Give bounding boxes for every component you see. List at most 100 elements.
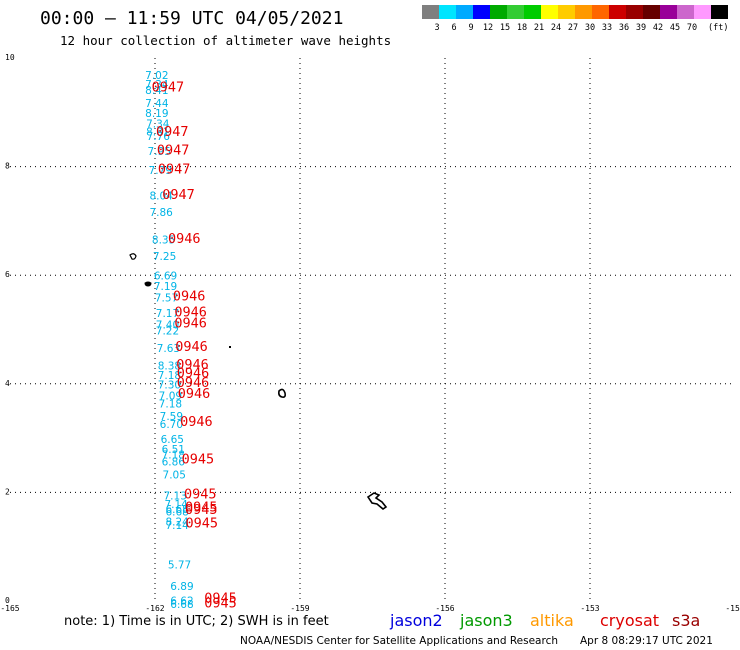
- colorbar-label: 45: [670, 23, 680, 33]
- pass-time-label: 0946: [175, 339, 208, 355]
- colorbar-swatch: [626, 5, 643, 19]
- wave-height-value: 7.14: [165, 520, 189, 532]
- footnote: note: 1) Time is in UTC; 2) SWH is in fe…: [64, 614, 329, 629]
- pass-time-label: 0946: [168, 231, 201, 247]
- wave-height-value: 8.19: [145, 108, 168, 120]
- colorbar-swatch: [490, 5, 507, 19]
- x-tick-label: -156: [435, 604, 454, 613]
- island-outlines: [129, 253, 388, 510]
- chart-subtitle: 12 hour collection of altimeter wave hei…: [60, 33, 391, 48]
- wave-height-value: 7.09: [159, 391, 182, 403]
- wave-height-value: 6.89: [170, 581, 193, 593]
- pass-time-label: 0947: [156, 124, 189, 140]
- colorbar-swatch: [541, 5, 558, 19]
- colorbar-swatch: [694, 5, 711, 19]
- pass-time-label: 0946: [178, 386, 211, 402]
- wave-height-value: 8.81: [146, 127, 169, 139]
- wave-height-value: 8.24: [165, 517, 189, 529]
- wave-height-value: 8.04: [149, 191, 173, 203]
- colorbar-label: 30: [585, 23, 595, 33]
- grid-lines: [10, 58, 735, 601]
- satellite-legend-altika: altika: [530, 611, 574, 630]
- pass-time-label: 0945: [204, 596, 237, 612]
- satellite-legend: jason2 jason3 altika cryosat s3a: [389, 611, 700, 630]
- satellite-legend-jason3: jason3: [459, 611, 513, 630]
- colorbar-swatch: [422, 5, 439, 19]
- colorbar-swatch: [456, 5, 473, 19]
- colorbar-label: 12: [483, 23, 493, 33]
- colorbar-swatch: [677, 5, 694, 19]
- colorbar-label: 3: [434, 23, 439, 33]
- colorbar-label: 33: [602, 23, 612, 33]
- y-tick-label: 0: [5, 596, 10, 605]
- pass-time-label: 0945: [185, 516, 218, 532]
- y-tick-label: 6: [5, 270, 10, 279]
- y-tick-label: 10: [5, 53, 15, 62]
- satellite-legend-s3a: s3a: [672, 611, 700, 630]
- colorbar-swatch: [643, 5, 660, 19]
- colorbar-label: 21: [534, 23, 544, 33]
- wave-height-value: 7.25: [153, 251, 176, 263]
- wave-height-value: 7.19: [154, 281, 177, 293]
- x-tick-label: -162: [145, 604, 164, 613]
- pass-time-label: 0946: [180, 414, 213, 430]
- pass-time-label: 0945: [185, 499, 218, 515]
- colorbar-label: 42: [653, 23, 663, 33]
- wave-height-value: 5.77: [168, 559, 191, 571]
- wave-height-value: 6.51: [162, 444, 185, 456]
- colorbar-label: 70: [687, 23, 697, 33]
- colorbar-label: 24: [551, 23, 561, 33]
- colorbar-legend: 3 6 9 12 15 18 21 24 27 30 33 36 39 42 45 70: [422, 5, 728, 33]
- pass-time-label: 0945: [204, 591, 237, 607]
- chart-title: 00:00 – 11:59 UTC 04/05/2021: [40, 8, 343, 29]
- colorbar-swatch: [473, 5, 490, 19]
- wave-height-value: 8.38: [158, 361, 181, 373]
- pass-time-label: 0946: [173, 289, 206, 305]
- pass-time-label: 0946: [176, 357, 209, 373]
- wave-height-value: 6.62: [170, 595, 193, 607]
- colorbar-swatch: [660, 5, 677, 19]
- x-tick-label: -165: [0, 604, 19, 613]
- wave-height-value: 7.34: [146, 119, 170, 131]
- wave-height-value: 7.14: [164, 499, 188, 511]
- pass-time-label: 0945: [182, 452, 215, 468]
- wave-height-value: 6.69: [154, 271, 177, 283]
- wave-height-value: 8.41: [145, 85, 168, 97]
- colorbar-swatch: [524, 5, 541, 19]
- colorbar-swatch: [507, 5, 524, 19]
- x-tick-label: -159: [290, 604, 309, 613]
- wave-height-value: 7.05: [163, 469, 186, 481]
- pass-time-label: 0947: [152, 80, 185, 96]
- colorbar-label: 27: [568, 23, 578, 33]
- wave-height-value: 7.79: [149, 165, 172, 177]
- pass-time-label: 0946: [177, 375, 210, 391]
- wave-height-value: 7.59: [160, 411, 183, 423]
- wave-height-value: 6.68: [165, 507, 188, 519]
- y-tick-label: 2: [5, 487, 10, 496]
- colorbar-label: 6: [451, 23, 456, 33]
- pass-time-label: 0945: [184, 486, 217, 502]
- wave-height-value: 7.34: [145, 79, 169, 91]
- wave-height-value: 7.13: [164, 490, 187, 502]
- generation-timestamp: Apr 8 08:29:17 UTC 2021: [580, 635, 713, 647]
- wave-height-value: 7.44: [145, 98, 169, 110]
- pass-time-label: 0947: [158, 162, 191, 178]
- wave-height-value: 7.76: [147, 131, 171, 143]
- colorbar-label: 18: [517, 23, 527, 33]
- colorbar-swatch: [575, 5, 592, 19]
- pass-time-label: 0947: [157, 143, 190, 159]
- pass-time-labels: 0947094709470947094709460946094609460946…: [152, 80, 237, 612]
- wave-height-value: 6.65: [161, 434, 184, 446]
- wave-height-value: 7.57: [155, 292, 178, 304]
- colorbar-swatch: [439, 5, 456, 19]
- colorbar-label: 39: [636, 23, 646, 33]
- colorbar-swatch: [592, 5, 609, 19]
- colorbar-swatch: [711, 5, 728, 19]
- pass-time-label: 0946: [174, 304, 207, 320]
- wave-height-value: 6.68: [165, 504, 188, 516]
- pass-time-label: 0945: [185, 502, 218, 518]
- wave-height-value: 6.68: [170, 599, 193, 611]
- colorbar-label: 15: [500, 23, 510, 33]
- pass-time-label: 0946: [174, 315, 207, 331]
